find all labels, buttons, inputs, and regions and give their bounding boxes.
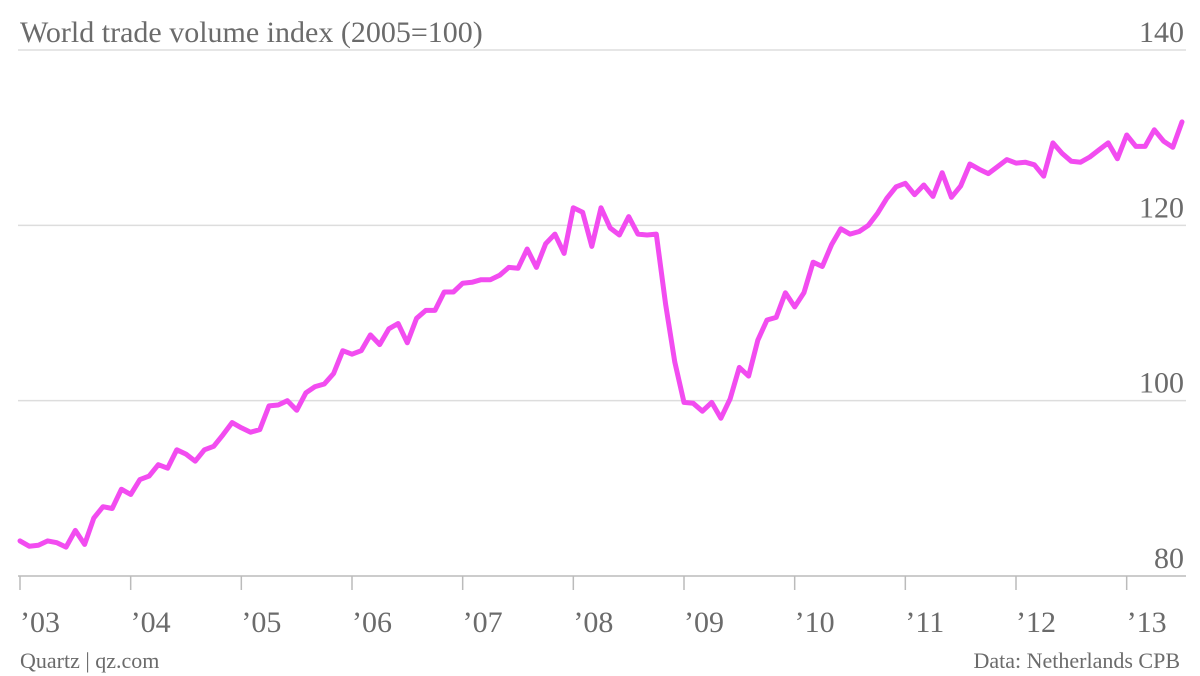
chart-title: World trade volume index (2005=100) [20, 16, 483, 49]
x-tick-label: ’06 [352, 606, 392, 639]
x-tick-label: ’13 [1127, 606, 1167, 639]
y-tick-label: 100 [1139, 367, 1184, 400]
x-tick-label: ’10 [795, 606, 835, 639]
x-tick-label: ’08 [573, 606, 613, 639]
x-tick-label: ’03 [20, 606, 60, 639]
x-tick-label: ’12 [1016, 606, 1056, 639]
y-tick-label: 140 [1139, 16, 1184, 49]
y-tick-label: 120 [1139, 191, 1184, 224]
source: Data: Netherlands CPB [973, 648, 1180, 673]
line [17, 119, 1185, 550]
x-tick-label: ’09 [684, 606, 724, 639]
x-tick-label: ’05 [241, 606, 281, 639]
y-tick-label: 80 [1154, 542, 1184, 575]
x-tick-label: ’11 [905, 606, 944, 639]
credit: Quartz | qz.com [20, 648, 159, 673]
x-tick-label: ’04 [131, 606, 171, 639]
x-tick-label: ’07 [463, 606, 503, 639]
